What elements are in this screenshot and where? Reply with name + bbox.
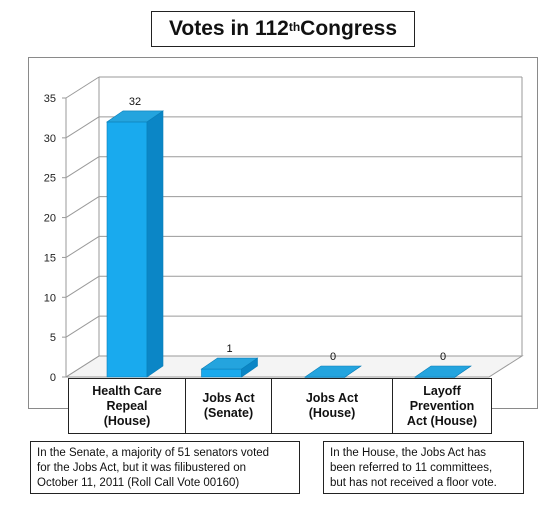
gridline-side: [65, 355, 100, 378]
bar-1: [200, 357, 259, 378]
y-tick-label: 30: [44, 133, 56, 145]
gridline-side: [65, 315, 100, 338]
bar-top: [106, 110, 164, 123]
bar-0: [106, 110, 164, 378]
gridline-side: [65, 76, 100, 99]
category-label-jobs-act-house: Jobs Act (House): [271, 378, 393, 434]
bar-top: [200, 357, 259, 370]
data-label-0: 32: [129, 96, 141, 108]
category-text: Health Care Repeal (House): [92, 383, 162, 428]
bar-top: [414, 365, 472, 378]
title-rest: Congress: [300, 17, 398, 40]
house-note: In the House, the Jobs Act has been refe…: [323, 441, 524, 494]
category-label-health-care-repeal: Health Care Repeal (House): [68, 378, 186, 434]
title-superscript: th: [288, 20, 301, 34]
bar-3: [414, 365, 472, 378]
gridline-side: [65, 156, 100, 179]
data-label-1: 1: [226, 343, 232, 355]
y-tick-label: 20: [44, 213, 56, 225]
gridline-side: [65, 116, 100, 139]
data-labels: 32 1 0 0: [129, 96, 446, 363]
data-label-2: 0: [330, 351, 336, 363]
y-axis-ticks: 0 5 10 15 20 25 30 35: [44, 93, 66, 384]
bar-2: [304, 365, 362, 378]
gridlines: [64, 76, 524, 378]
senate-note: In the Senate, a majority of 51 senators…: [30, 441, 300, 494]
category-text: Jobs Act (Senate): [202, 391, 255, 420]
bar-front: [106, 121, 148, 378]
category-text: Jobs Act (House): [305, 391, 359, 420]
gridline-side: [65, 236, 100, 258]
y-tick-label: 35: [44, 93, 56, 105]
title-main: Votes in 112: [168, 17, 289, 40]
category-label-jobs-act-senate: Jobs Act (Senate): [185, 378, 272, 434]
data-label-3: 0: [440, 351, 446, 363]
bar-front: [201, 368, 242, 378]
y-tick-label: 5: [50, 332, 56, 344]
y-tick-label: 10: [44, 292, 56, 304]
bar-top: [304, 365, 362, 378]
y-tick-label: 15: [44, 252, 56, 264]
category-text: Layoff Prevention Act (House): [406, 383, 478, 428]
y-tick-label: 0: [50, 372, 56, 384]
bar-side: [146, 110, 164, 378]
y-tick-label: 25: [44, 173, 56, 185]
category-label-layoff-prevention-act: Layoff Prevention Act (House): [392, 378, 492, 434]
bars: [106, 110, 472, 378]
gridline-side: [65, 196, 100, 218]
gridline-side: [65, 275, 100, 298]
